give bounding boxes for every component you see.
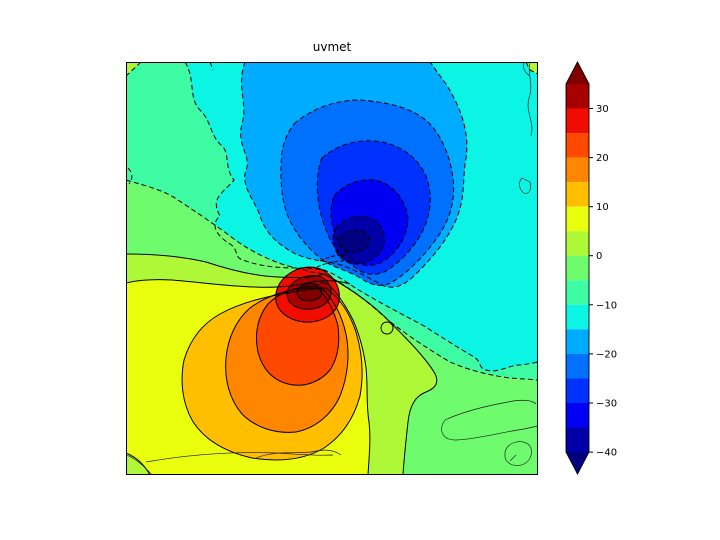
contour-fill <box>126 180 324 278</box>
contour-line <box>380 321 394 335</box>
colorbar-segment <box>566 157 589 183</box>
coastline <box>527 62 533 137</box>
contour-fill <box>126 254 324 288</box>
contour-fill <box>324 274 538 475</box>
contour-line <box>275 266 340 323</box>
colorbar-segment <box>566 182 589 207</box>
colorbar-segment <box>566 427 589 453</box>
coastline <box>504 441 532 466</box>
contour-line <box>181 287 363 461</box>
colorbar-segment <box>566 84 589 109</box>
contour-line <box>318 280 351 285</box>
colorbar-segment <box>566 402 589 428</box>
contour-line <box>255 285 340 386</box>
colorbar-under-arrow <box>566 452 589 474</box>
contour-line <box>126 253 438 475</box>
coastline <box>444 399 537 421</box>
colorbar-tick-label: −40 <box>596 448 617 459</box>
contour-map <box>126 62 538 475</box>
contour-line <box>286 275 332 310</box>
contour-fill <box>324 274 437 475</box>
contour-line <box>127 167 133 185</box>
colorbar-segment <box>566 353 589 379</box>
colorbar-tick-label: −30 <box>596 399 617 410</box>
contour-line <box>330 179 409 266</box>
contour-line <box>280 99 455 286</box>
coastline <box>441 419 538 441</box>
contour-fill <box>126 453 150 475</box>
colorbar-over-arrow <box>566 62 589 84</box>
colorbar-segment <box>566 206 589 232</box>
contour-line <box>209 62 214 71</box>
colorbar-segment <box>566 133 589 158</box>
coastline <box>126 454 153 475</box>
contour-line <box>338 229 370 253</box>
coastline <box>509 454 517 462</box>
contour-line <box>126 62 142 77</box>
contour-line <box>332 215 385 265</box>
colorbar: 30 20 10 0 −10 −20 −30 −40 <box>565 61 617 475</box>
coastline <box>523 62 531 77</box>
contour-fill <box>339 230 370 253</box>
colorbar-tick-label: −20 <box>596 349 617 360</box>
colorbar-tick-label: 0 <box>596 251 602 262</box>
colorbar-tick-label: 20 <box>596 153 609 164</box>
colorbar-segment <box>566 108 589 134</box>
colorbar-segment <box>566 280 589 305</box>
contour-line <box>296 283 323 302</box>
contour-line <box>225 287 349 433</box>
contour-line <box>319 254 351 262</box>
coastline <box>255 449 342 459</box>
plot-title: uvmet <box>312 40 352 54</box>
contour-line <box>525 62 538 75</box>
contour-line <box>126 279 371 475</box>
colorbar-tick-label: 30 <box>596 104 609 115</box>
coastline <box>145 452 334 463</box>
colorbar-segment <box>566 255 589 281</box>
contour-line <box>240 62 468 288</box>
colorbar-segment <box>566 378 589 403</box>
contour-line <box>316 140 431 275</box>
coastline <box>519 177 531 194</box>
colorbar-segment <box>566 304 589 330</box>
colorbar-tick-label: −10 <box>596 300 617 311</box>
colorbar-segment <box>566 329 589 354</box>
colorbar-tick-label: 10 <box>596 202 609 213</box>
colorbar-segment <box>566 231 589 256</box>
contour-fill <box>526 62 538 74</box>
contour-line <box>126 452 151 475</box>
axes-frame <box>126 62 538 475</box>
contour-line <box>126 179 538 381</box>
contour-line <box>316 260 353 268</box>
